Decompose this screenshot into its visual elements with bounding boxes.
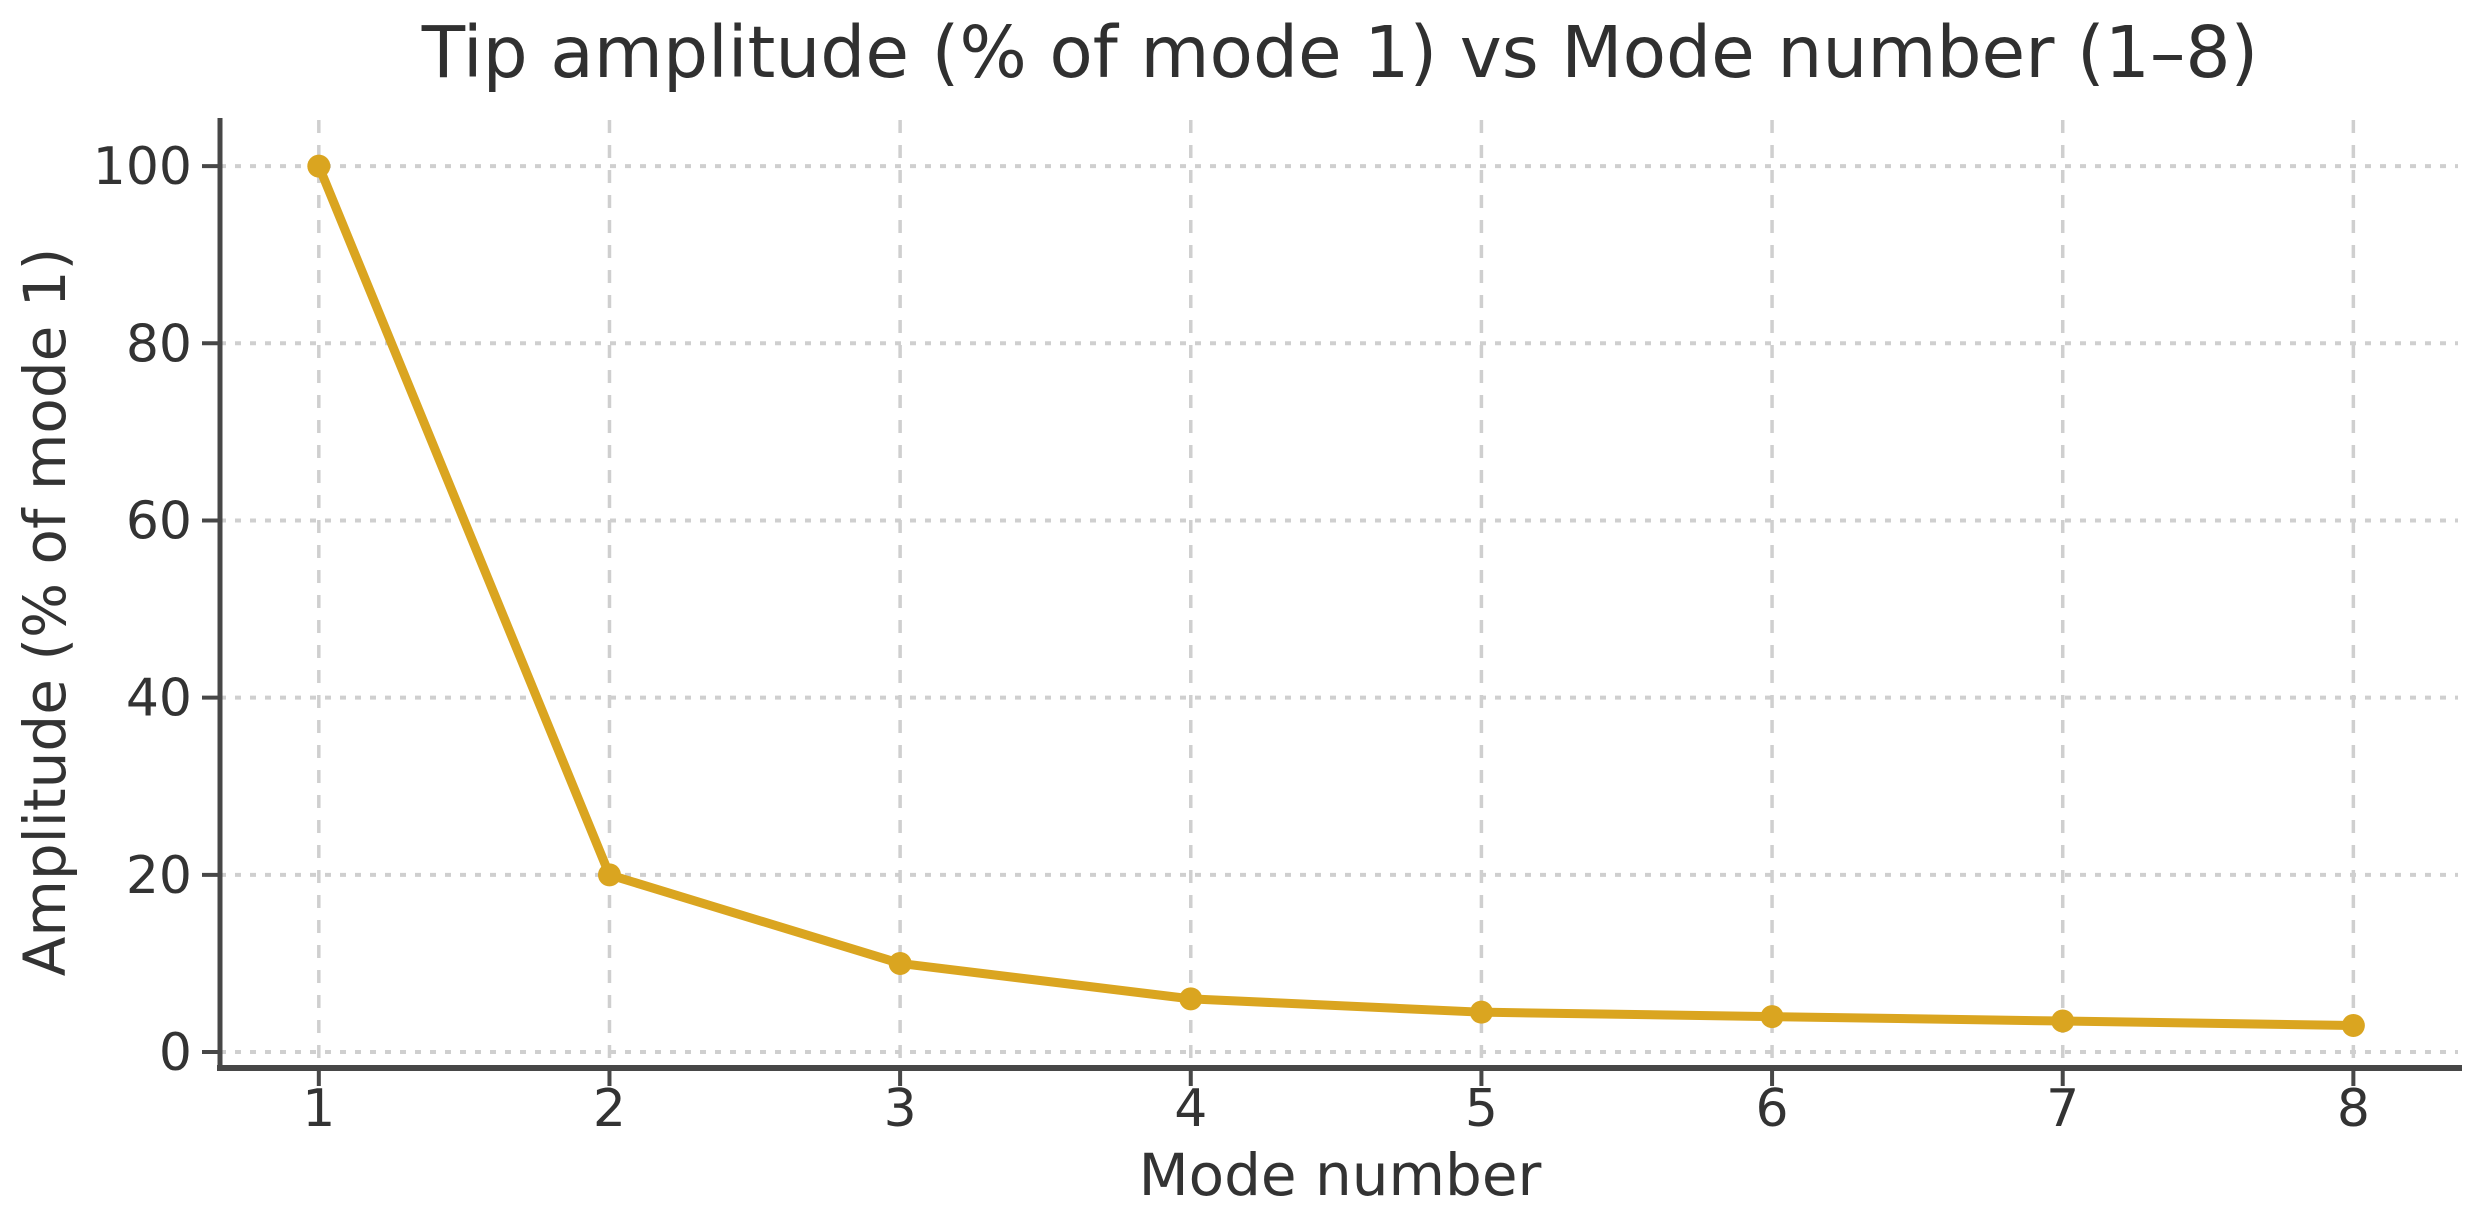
series-line (314, 161, 2358, 1030)
x-tick-label: 3 (884, 1079, 917, 1139)
x-tick-label: 8 (2337, 1079, 2370, 1139)
data-point-marker (888, 951, 912, 975)
x-tick-label: 6 (1756, 1079, 1789, 1139)
data-point-marker (597, 863, 621, 887)
x-tick-label: 7 (2046, 1079, 2079, 1139)
data-point-marker (1760, 1005, 1784, 1029)
data-point-marker (1179, 987, 1203, 1011)
x-tick-label: 2 (593, 1079, 626, 1139)
data-point-marker (1469, 1000, 1493, 1024)
x-tick-label: 5 (1465, 1079, 1498, 1139)
y-tick-label: 80 (126, 314, 192, 374)
y-tick-label: 0 (159, 1023, 192, 1083)
y-tick-label: 40 (126, 669, 192, 729)
chart-title: Tip amplitude (% of mode 1) vs Mode numb… (421, 11, 2259, 94)
x-axis-label: Mode number (1138, 1141, 1542, 1209)
y-tick-label: 60 (126, 491, 192, 551)
y-tick-label: 100 (93, 137, 192, 197)
x-tick-label: 4 (1174, 1079, 1207, 1139)
y-tick-label: 20 (126, 846, 192, 906)
data-point-marker (2051, 1009, 2075, 1033)
x-tick-label: 1 (302, 1079, 335, 1139)
data-point-marker (307, 154, 331, 178)
y-axis-label: Amplitude (% of mode 1) (11, 247, 80, 977)
data-point-marker (2341, 1013, 2365, 1037)
